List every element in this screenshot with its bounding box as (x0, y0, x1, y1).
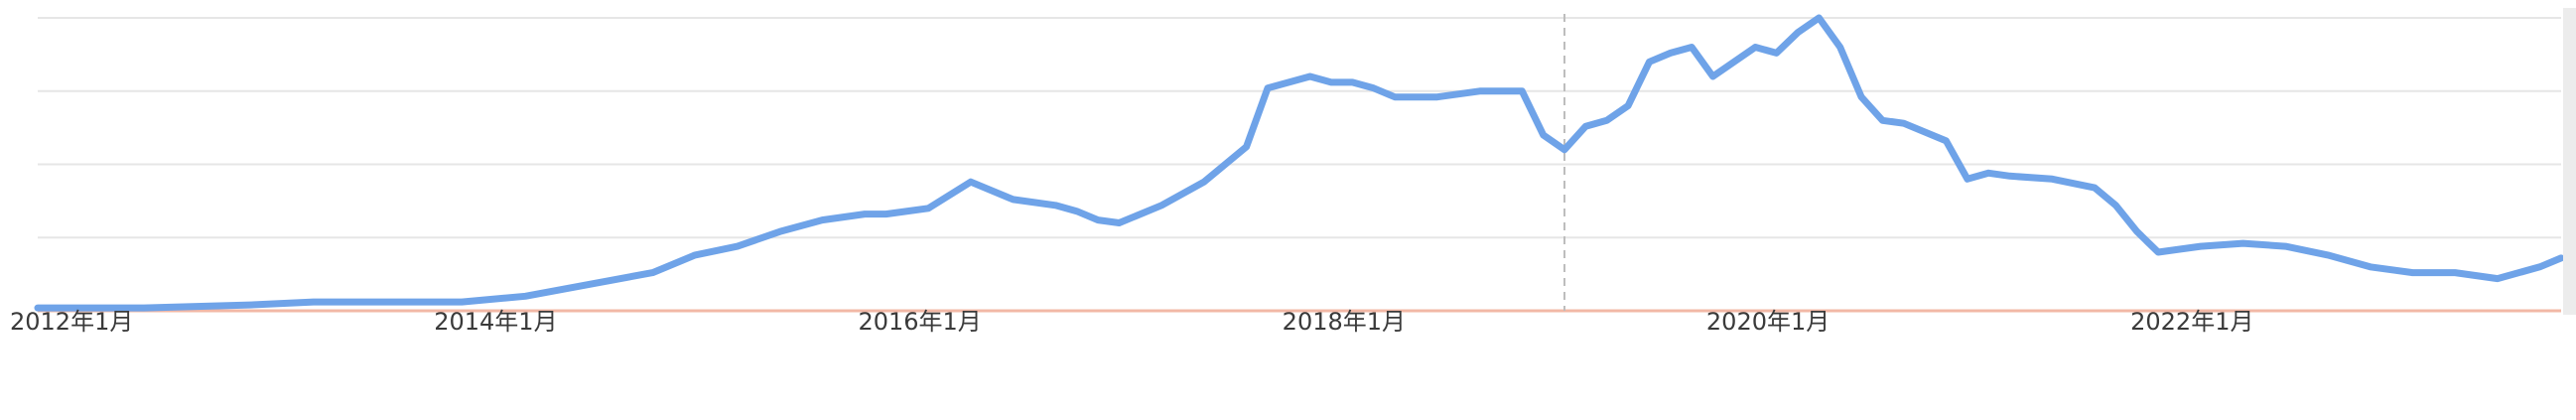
series-line[interactable] (34, 14, 2565, 312)
x-tick-label: 2018年1月 (1283, 308, 1406, 336)
gridlines (38, 17, 2561, 239)
x-tick-label: 2014年1月 (434, 308, 557, 336)
x-tick-label: 2016年1月 (858, 308, 981, 336)
x-tick-label: 2022年1月 (2130, 308, 2253, 336)
plot-right-edge (2563, 8, 2576, 315)
x-tick-label: 2020年1月 (1706, 308, 1830, 336)
x-axis-ticks: 2012年1月 2014年1月 2016年1月 2018年1月 2020年1月 2022年… (10, 308, 2253, 336)
x-tick-label: 2012年1月 (10, 308, 133, 336)
